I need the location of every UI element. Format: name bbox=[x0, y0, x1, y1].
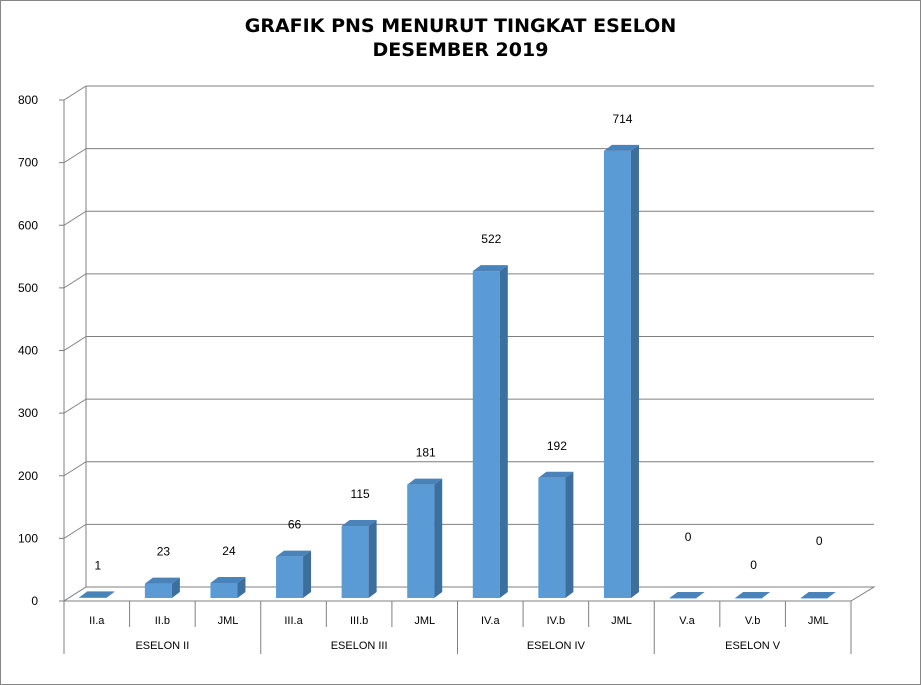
bar-front bbox=[144, 583, 172, 598]
x-tick-label: III.a bbox=[284, 615, 303, 627]
data-label: 0 bbox=[685, 530, 692, 544]
x-tick-label: JML bbox=[414, 615, 435, 627]
bar bbox=[210, 576, 246, 598]
bar-top bbox=[472, 265, 508, 272]
gridline-depth bbox=[63, 336, 87, 351]
gridline-depth bbox=[63, 148, 87, 164]
gridline-depth bbox=[63, 398, 87, 414]
bar bbox=[669, 592, 705, 599]
bar-top bbox=[144, 577, 180, 584]
x-tick-label: JML bbox=[808, 615, 829, 627]
bar-side bbox=[434, 478, 443, 598]
data-label: 0 bbox=[750, 558, 757, 572]
bar-front bbox=[669, 598, 697, 599]
bar-front bbox=[407, 484, 435, 598]
group-label: ESELON V bbox=[725, 640, 781, 652]
y-tick-label: 100 bbox=[18, 531, 38, 545]
x-tick-label: IV.a bbox=[481, 615, 500, 627]
bar-side bbox=[303, 550, 312, 598]
bar-side bbox=[237, 576, 246, 598]
bar-top bbox=[79, 591, 115, 598]
bar-side bbox=[630, 144, 639, 599]
bar-top bbox=[341, 519, 377, 526]
gridline-depth bbox=[63, 523, 87, 539]
bar bbox=[603, 144, 639, 599]
x-tick-label: V.b bbox=[745, 615, 761, 627]
data-label: 181 bbox=[416, 446, 436, 460]
bar-top bbox=[407, 478, 443, 485]
bar bbox=[735, 592, 771, 599]
bar bbox=[800, 592, 836, 599]
bar-front bbox=[472, 271, 500, 598]
x-tick-label: III.b bbox=[350, 615, 368, 627]
bar-front bbox=[79, 597, 107, 598]
data-label: 714 bbox=[612, 112, 632, 126]
group-label: ESELON IV bbox=[527, 640, 586, 652]
gridline-depth bbox=[63, 210, 87, 226]
chart-title-block: GRAFIK PNS MENURUT TINGKAT ESELON DESEMB… bbox=[0, 14, 921, 62]
group-label: ESELON II bbox=[135, 640, 189, 652]
y-tick-label: 500 bbox=[18, 281, 38, 295]
y-tick-label: 700 bbox=[18, 156, 38, 170]
x-tick-label: II.a bbox=[89, 615, 105, 627]
chart-subtitle: DESEMBER 2019 bbox=[372, 39, 549, 61]
bar-front bbox=[800, 598, 828, 599]
bar bbox=[341, 519, 377, 598]
x-tick-label: V.a bbox=[679, 615, 695, 627]
bar bbox=[144, 577, 180, 598]
bar-front bbox=[210, 582, 238, 598]
bar bbox=[472, 265, 508, 598]
gridline-depth bbox=[63, 461, 87, 477]
data-label: 522 bbox=[481, 232, 501, 246]
grid-lines bbox=[63, 85, 874, 602]
x-tick-label: II.b bbox=[155, 615, 170, 627]
y-tick-label: 200 bbox=[18, 469, 38, 483]
gridline-depth bbox=[63, 273, 87, 289]
x-tick-label: JML bbox=[611, 615, 632, 627]
bar bbox=[538, 471, 574, 598]
data-label: 192 bbox=[547, 439, 567, 453]
bar-front bbox=[341, 525, 369, 598]
data-label: 23 bbox=[157, 545, 171, 559]
bar-side bbox=[106, 591, 115, 598]
y-tick-label: 300 bbox=[18, 406, 38, 420]
group-label: ESELON III bbox=[331, 640, 388, 652]
data-label: 1 bbox=[94, 558, 101, 572]
bar-front bbox=[603, 150, 631, 599]
bar-side bbox=[499, 265, 508, 598]
bar-side bbox=[171, 577, 180, 598]
bar-top bbox=[800, 592, 836, 598]
y-tick-label: 600 bbox=[18, 218, 38, 232]
bar-top bbox=[603, 144, 639, 151]
bars bbox=[79, 144, 836, 599]
bar bbox=[276, 550, 312, 598]
chart-title: GRAFIK PNS MENURUT TINGKAT ESELON bbox=[244, 15, 677, 37]
bar-top bbox=[276, 550, 312, 557]
bar-top bbox=[210, 576, 246, 583]
data-label: 115 bbox=[351, 487, 370, 501]
data-label: 66 bbox=[288, 518, 302, 532]
bar-front bbox=[276, 556, 304, 598]
bar-top bbox=[538, 471, 574, 478]
bar-side bbox=[565, 471, 574, 598]
x-tick-label: JML bbox=[218, 615, 239, 627]
bar-side bbox=[368, 519, 377, 598]
x-tick-label: IV.b bbox=[547, 615, 566, 627]
bar bbox=[407, 478, 443, 598]
bar bbox=[79, 591, 115, 598]
bar-front bbox=[538, 477, 566, 598]
y-tick-label: 0 bbox=[31, 594, 38, 608]
bar-front bbox=[735, 598, 763, 599]
bar-top bbox=[669, 592, 705, 598]
data-label: 24 bbox=[222, 544, 236, 558]
data-label: 0 bbox=[816, 534, 823, 548]
bar-top bbox=[735, 592, 771, 598]
y-tick-label: 800 bbox=[18, 93, 38, 107]
y-tick-label: 400 bbox=[18, 344, 38, 358]
gridline-depth bbox=[63, 85, 87, 101]
